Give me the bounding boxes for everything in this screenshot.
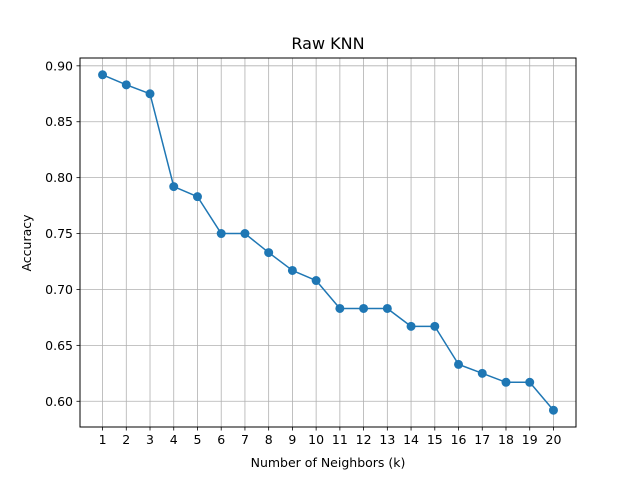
data-point [548, 405, 558, 415]
data-point [216, 229, 226, 239]
data-point [335, 303, 345, 313]
axis-ticks: 1 2 3 4 5 6 7 8 9 10 11 12 13 14 15 16 17 18 19 200.600.650… [45, 58, 561, 447]
data-point [454, 359, 464, 369]
x-tick-label: 8 [265, 432, 273, 447]
x-tick-label: 9 [288, 432, 296, 447]
x-tick-label: 4 [170, 432, 178, 447]
y-tick-label: 0.90 [45, 58, 73, 73]
plot-area-background [80, 58, 576, 427]
data-point [382, 303, 392, 313]
x-tick-label: 20 [546, 432, 562, 447]
x-tick-label: 10 [308, 432, 324, 447]
x-tick-label: 16 [451, 432, 467, 447]
data-point [145, 89, 155, 99]
x-tick-label: 6 [217, 432, 225, 447]
y-tick-label: 0.85 [45, 114, 73, 129]
x-tick-label: 2 [122, 432, 130, 447]
y-tick-label: 0.80 [45, 170, 73, 185]
data-point [287, 265, 297, 275]
x-tick-label: 18 [498, 432, 514, 447]
data-point [501, 377, 511, 387]
data-point [311, 276, 321, 286]
x-tick-label: 17 [474, 432, 490, 447]
data-point [240, 229, 250, 239]
chart-title: Raw KNN [291, 34, 364, 53]
series-layer [98, 70, 558, 415]
data-point [98, 70, 108, 80]
data-point [430, 321, 440, 331]
grid-lines [80, 58, 576, 427]
x-tick-label: 13 [379, 432, 395, 447]
x-tick-label: 19 [522, 432, 538, 447]
data-point [192, 192, 202, 202]
x-tick-label: 1 [99, 432, 107, 447]
plot-frame [79, 57, 577, 428]
y-tick-label: 0.75 [45, 226, 73, 241]
data-point [359, 303, 369, 313]
data-point [121, 80, 131, 90]
data-point [264, 248, 274, 258]
x-tick-label: 5 [193, 432, 201, 447]
data-point [406, 321, 416, 331]
y-axis-label: Accuracy [19, 214, 34, 272]
x-tick-label: 12 [356, 432, 372, 447]
y-tick-label: 0.70 [45, 282, 73, 297]
x-tick-label: 14 [403, 432, 419, 447]
x-tick-label: 11 [332, 432, 348, 447]
x-tick-label: 3 [146, 432, 154, 447]
x-tick-label: 7 [241, 432, 249, 447]
x-axis-label: Number of Neighbors (k) [251, 455, 406, 470]
x-tick-label: 15 [427, 432, 443, 447]
y-tick-label: 0.60 [45, 394, 73, 409]
data-point [525, 377, 535, 387]
y-tick-label: 0.65 [45, 338, 73, 353]
data-point [169, 182, 179, 192]
data-point [477, 368, 487, 378]
